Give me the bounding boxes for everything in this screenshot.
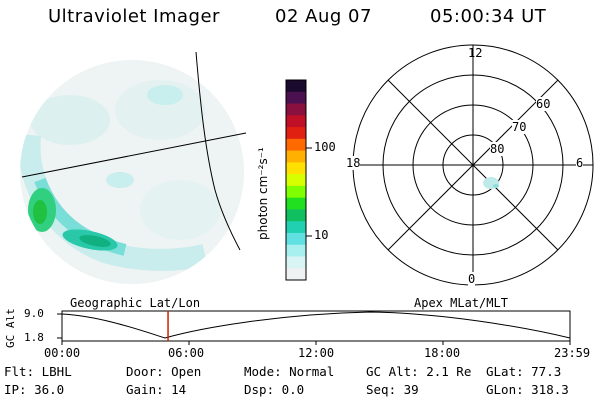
info-gain: Gain: 14 <box>126 382 187 397</box>
polar-label-6: 6 <box>576 156 584 170</box>
colorbar-frame <box>285 79 307 281</box>
colorbar-segment <box>286 197 306 210</box>
colorbar-segment <box>286 150 306 163</box>
colorbar-segment <box>286 268 306 281</box>
colorbar-segment <box>286 209 306 222</box>
colorbar-segment <box>286 232 306 246</box>
info-door: Door: Open <box>126 364 202 379</box>
polar-plot <box>352 44 594 286</box>
auroral-image <box>20 51 247 284</box>
colorbar-unit-label: photon cm⁻²s⁻¹ <box>256 147 270 240</box>
time-label: 05:00:34 UT <box>430 6 547 27</box>
timeline-xtick-label-3: 18:00 <box>424 346 461 360</box>
colorbar-segment <box>286 103 306 116</box>
timeline-left-title: Geographic Lat/Lon <box>70 296 201 310</box>
info-seq: Seq: 39 <box>366 382 419 397</box>
info-glat: GLat: 77.3 <box>486 364 562 379</box>
timeline-xtick-label-1: 06:00 <box>168 346 205 360</box>
colorbar-segment <box>286 80 306 93</box>
info-filter: Flt: LBHL <box>4 364 72 379</box>
colorbar-segment <box>286 244 306 257</box>
colorbar-segment <box>286 127 306 140</box>
info-ip: IP: 36.0 <box>4 382 65 397</box>
timeline-xtick-label-2: 12:00 <box>298 346 335 360</box>
colorbar-label-100: 100 <box>314 140 336 154</box>
instrument-title: Ultraviolet Imager <box>48 6 220 27</box>
timeline-right-title: Apex MLat/MLT <box>414 296 508 310</box>
date-label: 02 Aug 07 <box>275 6 372 27</box>
latitude-line <box>21 132 247 178</box>
colorbar-segment <box>286 115 306 128</box>
colorbar <box>286 80 306 281</box>
colorbar-segment <box>286 185 306 199</box>
polar-label-12: 12 <box>468 46 483 60</box>
colorbar-segment <box>286 256 306 269</box>
colorbar-segment <box>286 174 306 187</box>
timeline-xtick-label-0: 00:00 <box>44 346 81 360</box>
timeline-xticks <box>61 341 571 345</box>
polar-diagonal-2 <box>387 79 559 251</box>
colorbar-label-10: 10 <box>314 228 329 242</box>
info-gc-alt: GC Alt: 2.1 Re <box>366 364 472 379</box>
timeline-y-label: GC Alt <box>4 308 17 348</box>
polar-ring-label-80: 80 <box>490 142 505 156</box>
polar-ring-label-70: 70 <box>512 120 527 134</box>
timeline-y-top: 9.0 <box>24 307 44 320</box>
timeline-frame <box>61 310 571 342</box>
info-mode: Mode: Normal <box>244 364 335 379</box>
terminator-line <box>195 51 241 251</box>
polar-ring-label-60: 60 <box>536 97 551 111</box>
info-glon: GLon: 318.3 <box>486 382 569 397</box>
timeline-xtick-label-4: 23:59 <box>554 346 591 360</box>
polar-label-0: 0 <box>468 272 476 286</box>
polar-label-18: 18 <box>346 156 361 170</box>
colorbar-segment <box>286 138 306 152</box>
colorbar-segment <box>286 221 306 234</box>
info-dsp: Dsp: 0.0 <box>244 382 305 397</box>
colorbar-segment <box>286 91 306 105</box>
colorbar-segment <box>286 162 306 175</box>
orbit-altitude-curve <box>61 311 571 339</box>
timeline-y-bottom: 1.8 <box>24 331 44 344</box>
